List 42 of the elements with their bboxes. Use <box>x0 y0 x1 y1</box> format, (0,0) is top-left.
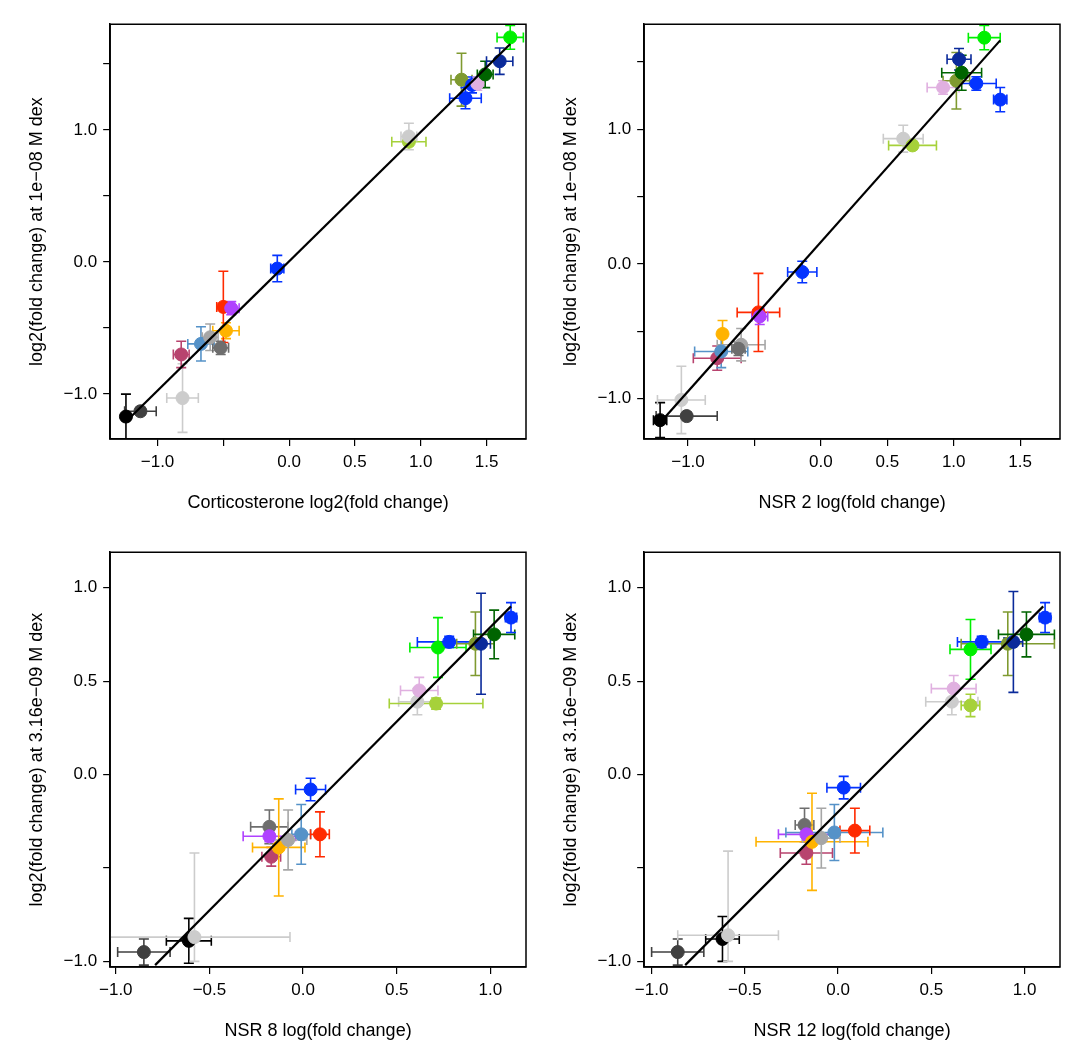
y-tick-label: 0.0 <box>607 253 632 273</box>
x-tick-label: 1.0 <box>408 451 433 471</box>
y-axis-title: log2(fold change) at 1e−08 M dex <box>25 97 46 366</box>
y-tick-label: 1.0 <box>607 577 632 597</box>
x-tick-label: 0.5 <box>919 979 944 999</box>
x-tick-label: 0.0 <box>809 451 833 471</box>
x-tick-label: −0.5 <box>192 979 227 999</box>
x-tick-label: 0.5 <box>343 451 367 471</box>
x-tick-label: 1.0 <box>478 979 503 999</box>
x-tick-label: 1.5 <box>1008 451 1032 471</box>
x-tick-label: 1.5 <box>474 451 499 471</box>
x-tick-label: −1.0 <box>140 451 175 471</box>
y-axis-title: log2(fold change) at 3.16e−09 M dex <box>25 612 46 907</box>
y-tick-label: 1.0 <box>73 577 98 597</box>
x-tick-label: 0.0 <box>277 451 301 471</box>
x-tick-label: 0.5 <box>875 451 900 471</box>
x-axis-title: NSR 2 log(fold change) <box>758 492 946 513</box>
x-tick-label: −1.0 <box>671 451 705 471</box>
y-tick-label: 0.5 <box>607 670 632 690</box>
y-tick-label: 0.5 <box>73 670 98 690</box>
x-tick-label: −1.0 <box>99 979 133 999</box>
y-tick-label: 1.0 <box>73 119 98 139</box>
y-tick-label: 1.0 <box>607 118 632 138</box>
y-tick-label: −1.0 <box>597 951 632 971</box>
y-tick-label: −1.0 <box>597 388 632 408</box>
x-axis-title: NSR 12 log(fold change) <box>753 1020 951 1041</box>
x-tick-label: 0.5 <box>384 979 409 999</box>
x-axis-title: NSR 8 log(fold change) <box>224 1020 412 1041</box>
y-tick-label: 0.0 <box>607 764 632 784</box>
x-axis-title: Corticosterone log2(fold change) <box>187 492 449 513</box>
x-tick-label: 0.0 <box>826 979 850 999</box>
y-tick-label: 0.0 <box>73 764 98 784</box>
x-tick-label: −1.0 <box>634 979 669 999</box>
y-axis-title: log2(fold change) at 1e−08 M dex <box>559 97 580 366</box>
y-tick-label: −1.0 <box>63 383 98 403</box>
y-tick-label: 0.0 <box>73 251 98 271</box>
x-tick-label: 1.0 <box>941 451 966 471</box>
y-axis-title: log2(fold change) at 3.16e−09 M dex <box>559 612 580 907</box>
x-tick-label: 0.0 <box>291 979 315 999</box>
x-tick-label: −0.5 <box>728 979 762 999</box>
x-tick-label: 1.0 <box>1012 979 1037 999</box>
y-tick-label: −1.0 <box>63 951 98 971</box>
